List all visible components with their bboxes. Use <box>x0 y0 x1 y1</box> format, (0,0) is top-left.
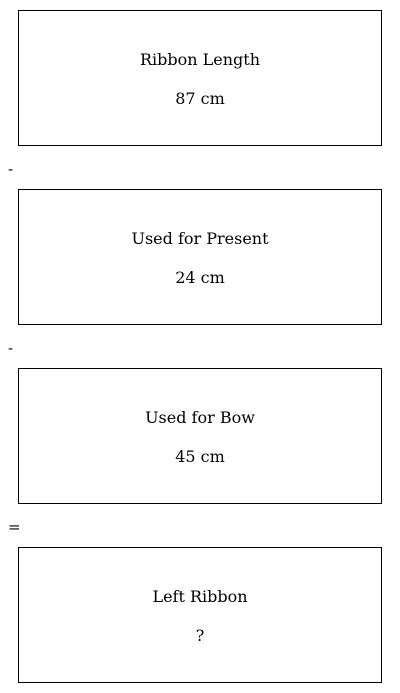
minus-operator: - <box>8 339 14 357</box>
used-for-bow-value: 45 cm <box>175 447 225 466</box>
used-for-present-box: Used for Present 24 cm <box>18 189 382 325</box>
left-ribbon-box: Left Ribbon ? <box>18 547 382 683</box>
minus-operator: - <box>8 160 14 178</box>
equals-operator: = <box>8 518 21 536</box>
left-ribbon-label: Left Ribbon <box>152 587 248 606</box>
left-ribbon-value: ? <box>195 626 205 645</box>
ribbon-length-label: Ribbon Length <box>139 50 261 69</box>
used-for-bow-box: Used for Bow 45 cm <box>18 368 382 504</box>
ribbon-length-box: Ribbon Length 87 cm <box>18 10 382 146</box>
ribbon-length-value: 87 cm <box>175 89 225 108</box>
used-for-present-label: Used for Present <box>131 229 269 248</box>
used-for-bow-label: Used for Bow <box>145 408 255 427</box>
used-for-present-value: 24 cm <box>175 268 225 287</box>
